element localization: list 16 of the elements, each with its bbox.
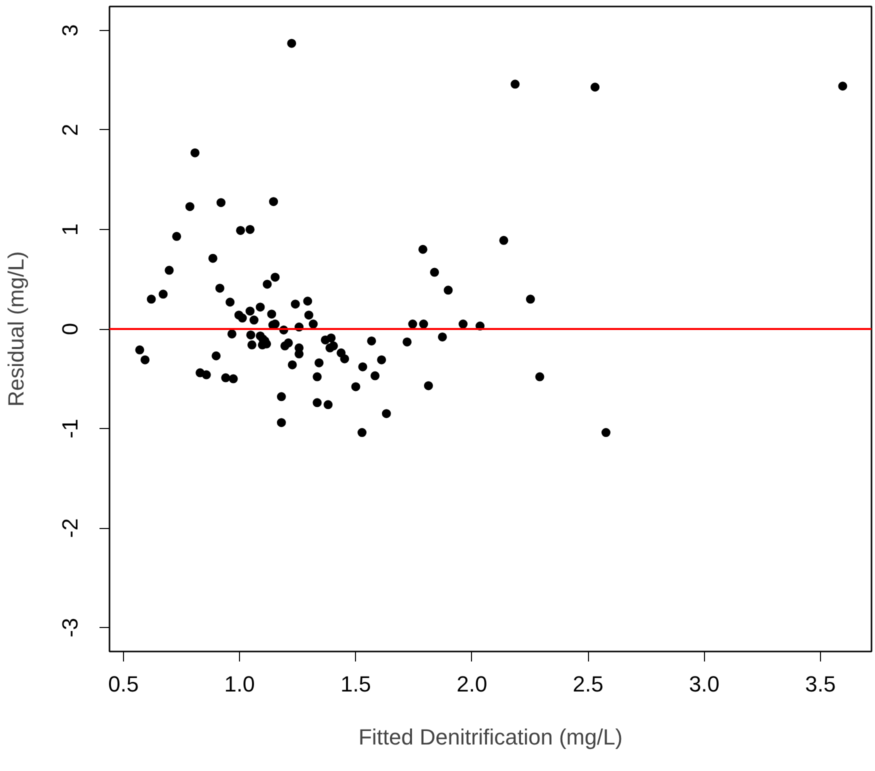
y-tick-label: 2 — [58, 124, 82, 136]
y-tick-label: -3 — [58, 618, 82, 638]
x-tick-label: 2.5 — [572, 672, 604, 696]
y-tick-label: -2 — [58, 518, 82, 538]
y-tick-label: 0 — [58, 322, 82, 336]
y-tick-label: 1 — [58, 223, 82, 236]
x-tick-label: 1.0 — [224, 672, 255, 696]
y-tick-label: 3 — [58, 24, 82, 37]
x-tick-label: 2.0 — [456, 672, 488, 696]
x-tick-label: 0.5 — [108, 672, 139, 696]
x-tick-label: 1.5 — [340, 672, 372, 696]
x-tick-label: 3.0 — [688, 672, 720, 696]
y-tick-label: -1 — [58, 418, 82, 438]
x-axis-title: Fitted Denitrification (mg/L) — [358, 724, 623, 750]
y-axis-title: Residual (mg/L) — [4, 251, 28, 407]
x-tick-label: 3.5 — [805, 672, 836, 696]
